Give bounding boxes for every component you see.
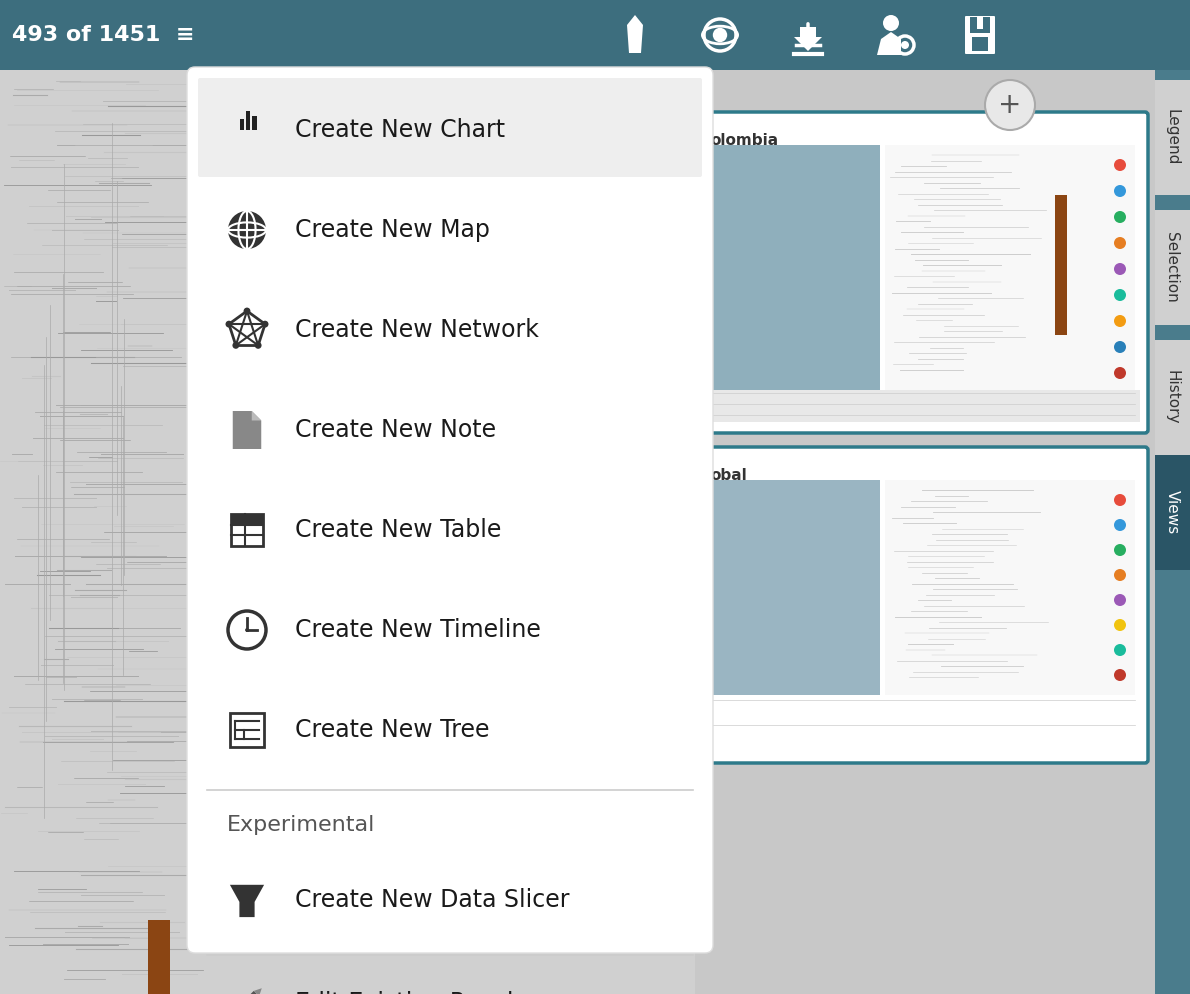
FancyBboxPatch shape [0,70,870,994]
Polygon shape [233,991,259,994]
Text: Create New Chart: Create New Chart [295,118,505,142]
Circle shape [1114,644,1126,656]
Polygon shape [794,27,822,51]
Text: Create New Timeline: Create New Timeline [295,618,541,642]
FancyBboxPatch shape [239,118,244,130]
Circle shape [1114,289,1126,301]
FancyBboxPatch shape [697,112,1148,433]
Polygon shape [253,988,262,994]
FancyBboxPatch shape [187,67,713,953]
Circle shape [255,342,262,349]
FancyBboxPatch shape [1155,340,1190,455]
Polygon shape [627,15,643,53]
Circle shape [1114,315,1126,327]
FancyBboxPatch shape [148,920,170,994]
Text: 493 of 1451  ≡: 493 of 1451 ≡ [12,25,194,45]
Circle shape [1114,569,1126,581]
FancyBboxPatch shape [1056,195,1067,335]
Text: Create New Network: Create New Network [295,318,539,342]
FancyBboxPatch shape [965,16,995,54]
Circle shape [883,15,898,31]
FancyBboxPatch shape [977,17,983,29]
FancyBboxPatch shape [231,514,263,525]
Circle shape [713,28,727,42]
FancyBboxPatch shape [1155,455,1190,570]
Circle shape [226,321,232,328]
FancyBboxPatch shape [885,480,1135,695]
Polygon shape [233,411,262,449]
FancyBboxPatch shape [972,37,988,51]
Circle shape [976,40,984,48]
Text: Selection: Selection [1165,233,1179,303]
Text: +: + [998,91,1022,119]
Text: History: History [1165,370,1179,424]
Circle shape [1114,594,1126,606]
Text: Create New Data Slicer: Create New Data Slicer [295,888,570,912]
Circle shape [1114,367,1126,379]
Circle shape [1114,544,1126,556]
FancyBboxPatch shape [704,390,1140,422]
Text: Experimental: Experimental [227,815,375,835]
FancyBboxPatch shape [0,0,1190,70]
FancyBboxPatch shape [1155,210,1190,325]
Text: Legend: Legend [1165,109,1179,166]
Circle shape [1114,494,1126,506]
FancyBboxPatch shape [885,145,1135,390]
Text: Edit Existing Panels: Edit Existing Panels [295,991,526,994]
FancyBboxPatch shape [970,17,990,33]
Polygon shape [252,411,262,420]
Text: Create New Table: Create New Table [295,518,501,542]
Circle shape [985,80,1035,130]
Text: obal: obal [710,468,747,483]
FancyBboxPatch shape [704,145,879,390]
Polygon shape [877,32,901,55]
FancyBboxPatch shape [704,480,879,695]
Text: Create New Map: Create New Map [295,218,490,242]
Polygon shape [230,885,264,917]
FancyBboxPatch shape [252,115,257,130]
Circle shape [228,211,267,249]
Text: Create New Tree: Create New Tree [295,718,489,742]
Text: Create New Note: Create New Note [295,418,496,442]
Circle shape [1114,669,1126,681]
FancyBboxPatch shape [198,78,702,177]
FancyBboxPatch shape [695,70,1155,994]
Circle shape [1114,185,1126,197]
Circle shape [232,342,239,349]
Circle shape [1114,159,1126,171]
FancyBboxPatch shape [246,111,250,130]
FancyBboxPatch shape [697,447,1148,763]
Circle shape [245,628,249,632]
Text: olombia: olombia [710,133,778,148]
Circle shape [244,307,250,314]
FancyBboxPatch shape [1155,80,1190,195]
Circle shape [1114,263,1126,275]
Circle shape [1114,211,1126,223]
Circle shape [1114,619,1126,631]
Text: Views: Views [1165,490,1179,535]
Circle shape [901,41,909,49]
Circle shape [262,321,269,328]
Circle shape [1114,519,1126,531]
Circle shape [1114,237,1126,249]
Circle shape [1114,341,1126,353]
